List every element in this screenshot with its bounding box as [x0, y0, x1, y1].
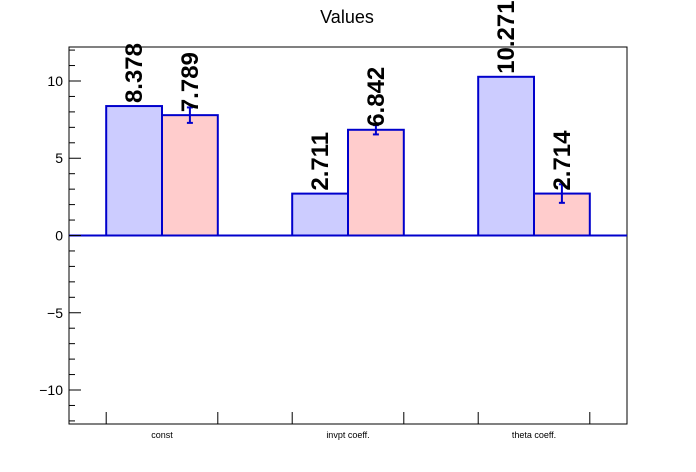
error-bars-layer — [186, 106, 565, 204]
bar-s0-0 — [105, 105, 163, 237]
y-tick-label: −5 — [47, 305, 63, 321]
data-labels-layer: 8.378 7.789 2.711 6.842 10.271 2.714 — [121, 0, 576, 190]
data-label-s1-1: 6.842 — [363, 67, 390, 127]
data-label-s0-0: 8.378 — [121, 43, 148, 103]
data-label-s1-0: 7.789 — [177, 52, 204, 112]
y-tick-label: 10 — [47, 73, 63, 89]
bar-s0-1 — [291, 192, 350, 237]
data-label-s1-2: 2.714 — [549, 130, 576, 191]
bar-s1-1 — [347, 128, 405, 237]
x-tick-label: const — [151, 430, 173, 440]
data-label-s0-1: 2.711 — [307, 132, 334, 191]
bar-s1-0 — [161, 114, 219, 237]
x-tick-label: invpt coeff. — [326, 430, 369, 440]
y-tick-label: 5 — [55, 150, 63, 166]
data-label-s0-2: 10.271 — [493, 0, 520, 73]
chart-title: Values — [320, 7, 374, 27]
bar-s0-2 — [477, 75, 536, 237]
axes-layer: −10 −5 0 5 10 const invpt coeff. theta coeff. — [39, 46, 628, 440]
x-tick-label: theta coeff. — [512, 430, 556, 440]
y-tick-label: −10 — [39, 382, 63, 398]
y-tick-label: 0 — [55, 228, 63, 244]
